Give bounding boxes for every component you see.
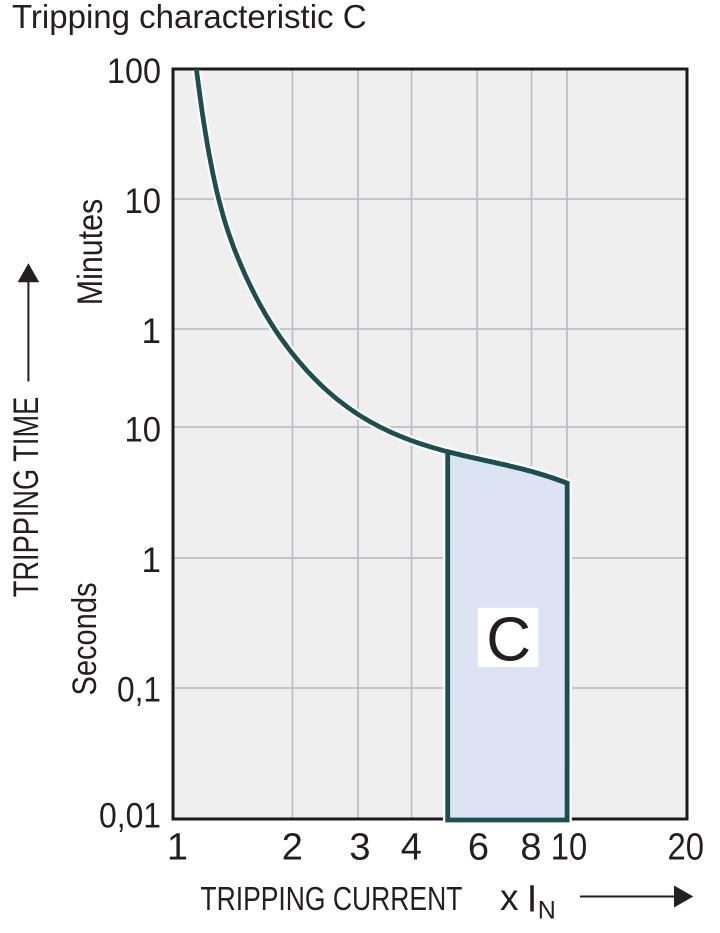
- svg-text:N: N: [538, 896, 556, 924]
- svg-text:10: 10: [125, 411, 162, 450]
- svg-text:3: 3: [349, 827, 370, 869]
- svg-text:10: 10: [125, 182, 162, 221]
- svg-text:I: I: [527, 879, 538, 921]
- svg-text:2: 2: [282, 827, 303, 869]
- svg-text:10: 10: [551, 827, 588, 869]
- svg-text:6: 6: [468, 827, 489, 869]
- svg-text:TRIPPING CURRENT: TRIPPING CURRENT: [200, 880, 462, 917]
- svg-text:Seconds: Seconds: [66, 583, 104, 696]
- svg-text:TRIPPING TIME: TRIPPING TIME: [7, 397, 46, 598]
- svg-text:0,01: 0,01: [99, 797, 161, 836]
- svg-text:1: 1: [142, 312, 161, 351]
- svg-text:x: x: [500, 877, 519, 918]
- svg-text:C: C: [486, 606, 531, 675]
- svg-text:1: 1: [167, 827, 188, 869]
- svg-text:8: 8: [520, 827, 541, 869]
- svg-text:0,1: 0,1: [117, 671, 161, 710]
- svg-text:1: 1: [142, 541, 161, 580]
- svg-text:100: 100: [107, 52, 161, 91]
- svg-text:20: 20: [668, 827, 705, 869]
- svg-text:Tripping characteristic C: Tripping characteristic C: [12, 0, 367, 35]
- svg-text:Minutes: Minutes: [71, 199, 110, 306]
- svg-text:4: 4: [401, 827, 422, 869]
